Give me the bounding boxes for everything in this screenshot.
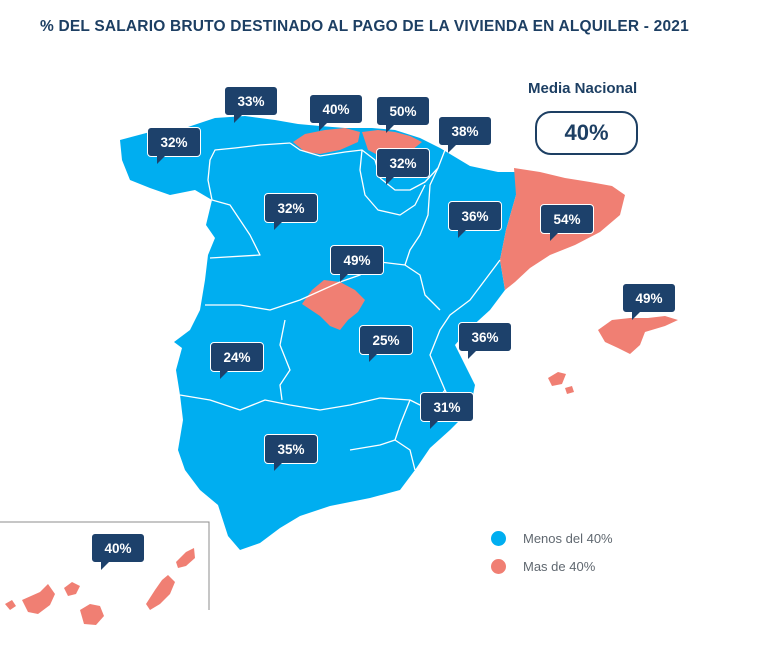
- callout-c-valenciana: 36%: [458, 322, 512, 359]
- legend-label-above: Mas de 40%: [523, 559, 596, 574]
- region-cantabria-shape: [293, 128, 360, 154]
- map-title: % DEL SALARIO BRUTO DESTINADO AL PAGO DE…: [40, 18, 689, 35]
- callout-galicia: 32%: [147, 127, 201, 164]
- callout-extremadura: 24%: [210, 342, 264, 379]
- callout-castilla-la-mancha: 25%: [359, 325, 413, 362]
- canarias-islands: [5, 548, 195, 625]
- callout-murcia: 31%: [420, 392, 474, 429]
- island-ibiza-shape: [548, 372, 566, 386]
- callout-asturias: 33%: [224, 86, 278, 123]
- legend-dot-red: [491, 559, 506, 574]
- legend-item-above: Mas de 40%: [491, 559, 595, 574]
- mainland-shape: [120, 116, 520, 550]
- region-baleares-shape: [598, 316, 678, 354]
- callout-madrid: 49%: [330, 245, 384, 282]
- legend-dot-blue: [491, 531, 506, 546]
- callout-cataluna: 54%: [540, 204, 594, 241]
- callout-pais-vasco: 50%: [376, 96, 430, 133]
- media-nacional-label: Media Nacional: [528, 80, 638, 97]
- callout-castilla-leon: 32%: [264, 193, 318, 230]
- canarias-inset-border: [0, 521, 210, 610]
- callout-aragon: 36%: [448, 201, 502, 238]
- callout-la-rioja: 32%: [376, 148, 430, 185]
- callout-cantabria: 40%: [309, 94, 363, 131]
- island-formentera-shape: [565, 386, 574, 394]
- legend-label-below: Menos del 40%: [523, 531, 613, 546]
- callout-canarias: 40%: [91, 533, 145, 570]
- media-nacional-value: 40%: [535, 111, 638, 155]
- callout-baleares: 49%: [622, 283, 676, 320]
- region-borders: [179, 142, 501, 471]
- legend-item-below: Menos del 40%: [491, 531, 613, 546]
- callout-andalucia: 35%: [264, 434, 318, 471]
- callout-navarra: 38%: [438, 116, 492, 153]
